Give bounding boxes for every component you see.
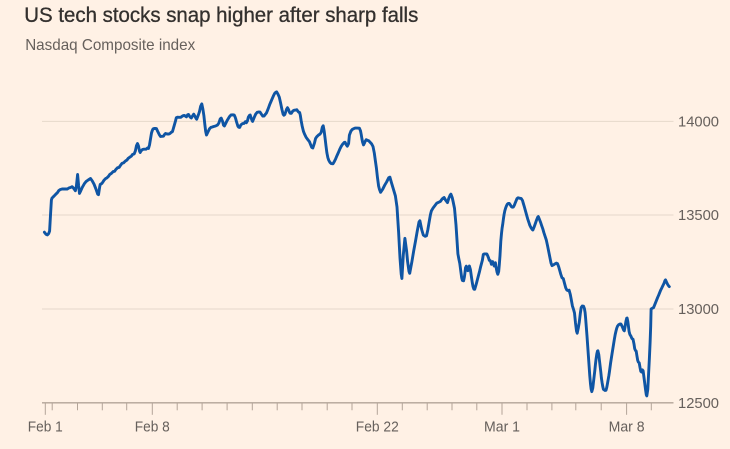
svg-text:13500: 13500 [678, 207, 719, 224]
svg-text:US tech stocks snap higher aft: US tech stocks snap higher after sharp f… [24, 4, 418, 27]
svg-text:Feb 8: Feb 8 [135, 419, 170, 436]
svg-text:Mar 1: Mar 1 [484, 419, 520, 436]
svg-text:Nasdaq Composite index: Nasdaq Composite index [25, 37, 195, 54]
svg-text:Feb 22: Feb 22 [356, 419, 399, 436]
svg-text:Feb 1: Feb 1 [28, 419, 63, 436]
svg-text:14000: 14000 [678, 114, 719, 131]
svg-text:12500: 12500 [678, 395, 719, 412]
svg-text:13000: 13000 [678, 301, 719, 318]
svg-text:Mar 8: Mar 8 [609, 419, 645, 436]
